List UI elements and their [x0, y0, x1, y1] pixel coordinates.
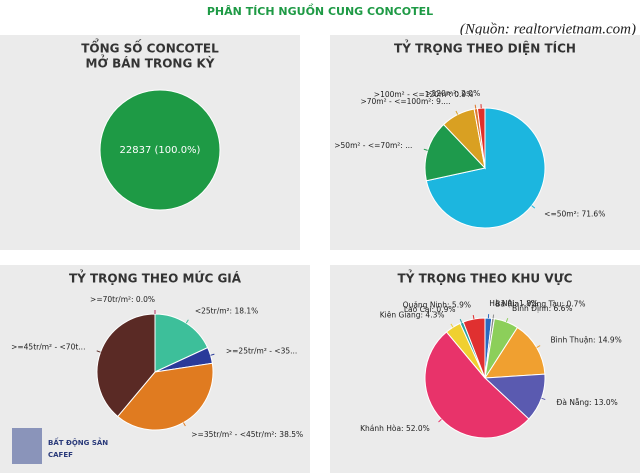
data-label: Lào Cai: 0.9%: [404, 305, 456, 314]
pie-slice: [484, 326, 546, 379]
logo-text: BẤT ĐỘNG SẢN: [48, 437, 108, 447]
data-label: Quảng Ninh: 5.9%: [403, 300, 471, 309]
leader-line: [455, 110, 459, 115]
data-label: >70m² - <=100m²: 9....: [360, 97, 450, 106]
chart-title: TỶ TRỌNG THEO KHU VỰC: [398, 270, 573, 286]
leader-line: [423, 148, 428, 151]
data-label: >50m² - <=70m²: ...: [334, 141, 412, 150]
leader-line: [182, 422, 186, 427]
data-label: <25tr/m²: 18.1%: [195, 306, 258, 315]
data-label: >100m² - <=120m²: 0.9%: [374, 90, 474, 99]
leader-line: [96, 350, 101, 353]
logo: BẤT ĐỘNG SẢN CAFEF: [12, 428, 108, 464]
data-label: >=35tr/m² - <45tr/m²: 38.5%: [191, 430, 303, 439]
data-label: >120m²: 2.0%: [425, 89, 480, 98]
logo-icon: [12, 428, 42, 464]
pie-slice: [424, 123, 486, 182]
pie-slice: [154, 313, 209, 373]
chart-title: MỞ BÁN TRONG KỲ: [86, 55, 215, 71]
data-label: >=25tr/m² - <35...: [226, 346, 297, 355]
logo-text: CAFEF: [48, 451, 73, 459]
data-label: Bình Định: 6.6%: [512, 304, 573, 313]
leader-line: [472, 315, 475, 320]
data-label: Đà Nẵng: 13.0%: [557, 398, 618, 407]
pie-slice: [117, 362, 214, 431]
data-label: 22837 (100.0%): [120, 145, 201, 156]
data-label: Hà Nội: 1.8%: [489, 299, 538, 308]
data-label: Bình Thuận: 14.9%: [550, 335, 621, 344]
chart-title: TỶ TRỌNG THEO DIỆN TÍCH: [394, 40, 576, 56]
page-title: PHÂN TÍCH NGUỒN CUNG CONCOTEL: [207, 3, 433, 18]
leader-line: [450, 323, 454, 328]
pie-slice: [99, 89, 221, 211]
data-label: <=50m²: 71.6%: [544, 209, 605, 218]
leader-line: [210, 353, 215, 356]
leader-line: [474, 104, 477, 109]
data-label: >=45tr/m² - <70t...: [11, 342, 85, 351]
chart-title: TỶ TRỌNG THEO MỨC GIÁ: [69, 270, 242, 286]
leader-line: [185, 319, 189, 324]
leader-line: [438, 418, 442, 423]
pie-slice: [96, 313, 156, 418]
leader-line: [505, 318, 509, 323]
leader-line: [531, 205, 536, 209]
leader-line: [536, 345, 541, 348]
source-note: (Nguồn: realtorvietnam.com): [460, 21, 636, 37]
data-label: Bà Rịa - Vũng Tàu: 0.7%: [495, 300, 585, 309]
data-label: >=70tr/m²: 0.0%: [90, 295, 155, 304]
leader-line: [492, 314, 495, 319]
leader-line: [459, 318, 463, 323]
pie-slice: [462, 317, 486, 379]
chart-title: TỔNG SỐ CONCOTEL: [81, 39, 219, 56]
pie-slice: [424, 331, 530, 439]
leader-line: [541, 397, 546, 401]
data-label: Khánh Hòa: 52.0%: [360, 424, 430, 433]
data-label: Kiên Giang: 4.3%: [380, 310, 445, 319]
